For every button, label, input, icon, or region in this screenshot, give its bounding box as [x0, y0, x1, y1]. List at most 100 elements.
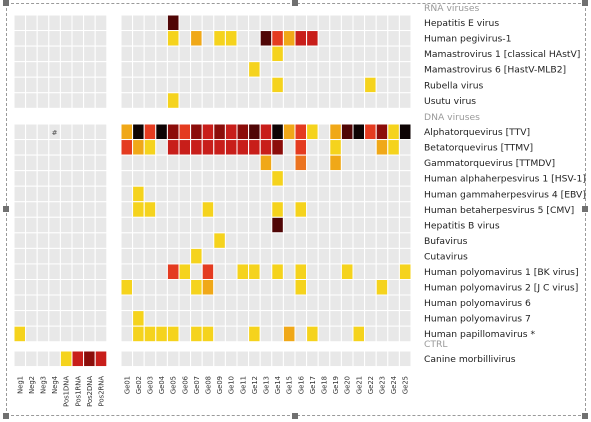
heatmap-cell	[83, 279, 96, 296]
heatmap-cell	[375, 61, 389, 78]
heatmap-cell	[94, 263, 108, 281]
heatmap-cell	[387, 123, 400, 141]
heatmap-cell	[155, 247, 168, 265]
heatmap-cell	[120, 92, 134, 109]
row-label: Human polyomavirus 6	[424, 298, 531, 309]
heatmap-cell	[94, 325, 108, 343]
heatmap-cell	[201, 170, 215, 187]
column-label: Ge25	[402, 376, 410, 394]
heatmap-cell	[236, 170, 250, 187]
heatmap-cell	[178, 76, 192, 94]
heatmap-cell	[387, 45, 400, 63]
resize-handle-bottom[interactable]	[292, 413, 298, 419]
resize-handle-top-left[interactable]	[3, 0, 9, 6]
heatmap-cell	[48, 294, 61, 312]
heatmap-cell	[271, 61, 284, 78]
heatmap-cell	[71, 325, 85, 343]
heatmap-cell	[224, 61, 238, 78]
heatmap-cell	[120, 325, 134, 343]
heatmap-cell	[306, 350, 319, 368]
resize-handle-bottom-right[interactable]	[582, 413, 588, 419]
heatmap-cell	[259, 45, 273, 63]
heatmap-cell	[352, 14, 366, 32]
heatmap-cell	[364, 61, 377, 78]
heatmap-cell	[271, 170, 284, 187]
heatmap-cell	[317, 325, 331, 343]
column-label: Ge17	[309, 376, 317, 394]
heatmap-cell	[306, 201, 319, 218]
heatmap-cell	[13, 139, 27, 156]
heatmap-cell	[143, 170, 157, 187]
heatmap-cell	[282, 14, 296, 32]
heatmap-cell	[259, 350, 273, 368]
heatmap-cell	[352, 263, 366, 281]
heatmap-cell	[132, 61, 145, 78]
heatmap-cell	[71, 263, 85, 281]
heatmap-cell	[398, 61, 412, 78]
heatmap-cell	[224, 14, 238, 32]
heatmap-cell	[259, 310, 273, 327]
heatmap-cell	[340, 170, 354, 187]
heatmap-cell	[71, 45, 85, 63]
heatmap-cell	[13, 123, 27, 141]
column-label: Ge10	[228, 376, 236, 394]
column-label: Ge16	[297, 376, 305, 394]
heatmap-cell	[48, 61, 61, 78]
heatmap-cell	[71, 154, 85, 172]
resize-handle-left[interactable]	[3, 206, 9, 212]
heatmap-cell	[48, 247, 61, 265]
resize-handle-top[interactable]	[292, 0, 298, 6]
heatmap-cell	[190, 279, 203, 296]
column-label: Ge14	[274, 376, 282, 394]
heatmap-cell	[364, 139, 377, 156]
heatmap-cell	[83, 30, 96, 47]
heatmap-cell	[306, 154, 319, 172]
heatmap-cell	[329, 61, 342, 78]
heatmap-cell	[155, 30, 168, 47]
heatmap-cell	[71, 170, 85, 187]
heatmap-cell	[306, 170, 319, 187]
heatmap-cell	[71, 76, 85, 94]
heatmap-cell	[317, 263, 331, 281]
heatmap-cell	[375, 170, 389, 187]
heatmap-cell	[190, 350, 203, 368]
heatmap-cell	[329, 92, 342, 109]
heatmap-cell	[271, 154, 284, 172]
heatmap-cell	[248, 154, 261, 172]
heatmap-cell	[166, 247, 180, 265]
heatmap-cell	[25, 216, 38, 234]
column-label: Ge23	[379, 376, 387, 394]
heatmap-cell	[83, 154, 96, 172]
heatmap-cell	[236, 154, 250, 172]
heatmap-cell	[94, 30, 108, 47]
heatmap-cell	[375, 232, 389, 249]
heatmap-cell	[236, 201, 250, 218]
heatmap-cell	[71, 61, 85, 78]
heatmap-cell	[282, 350, 296, 368]
resize-handle-bottom-left[interactable]	[3, 413, 9, 419]
column-label: Ge08	[205, 376, 213, 394]
heatmap-cell	[155, 14, 168, 32]
heatmap-cell	[213, 123, 226, 141]
heatmap-cell	[306, 45, 319, 63]
resize-handle-top-right[interactable]	[582, 0, 588, 6]
row-label: Human betaherpesvirus 5 [CMV]	[424, 205, 574, 216]
heatmap-cell	[248, 61, 261, 78]
heatmap-cell	[329, 310, 342, 327]
heatmap-cell	[201, 216, 215, 234]
heatmap-cell	[340, 61, 354, 78]
heatmap-cell	[352, 350, 366, 368]
heatmap-cell	[375, 263, 389, 281]
heatmap-cell	[94, 154, 108, 172]
heatmap-cell	[364, 76, 377, 94]
heatmap-cell	[13, 232, 27, 249]
heatmap-cell	[178, 123, 192, 141]
heatmap-cell	[120, 232, 134, 249]
heatmap-cell	[71, 123, 85, 141]
heatmap-cell	[364, 279, 377, 296]
resize-handle-right[interactable]	[582, 206, 588, 212]
heatmap-cell	[352, 201, 366, 218]
heatmap-cell	[94, 247, 108, 265]
heatmap-cell	[83, 76, 96, 94]
heatmap-cell	[59, 14, 73, 32]
